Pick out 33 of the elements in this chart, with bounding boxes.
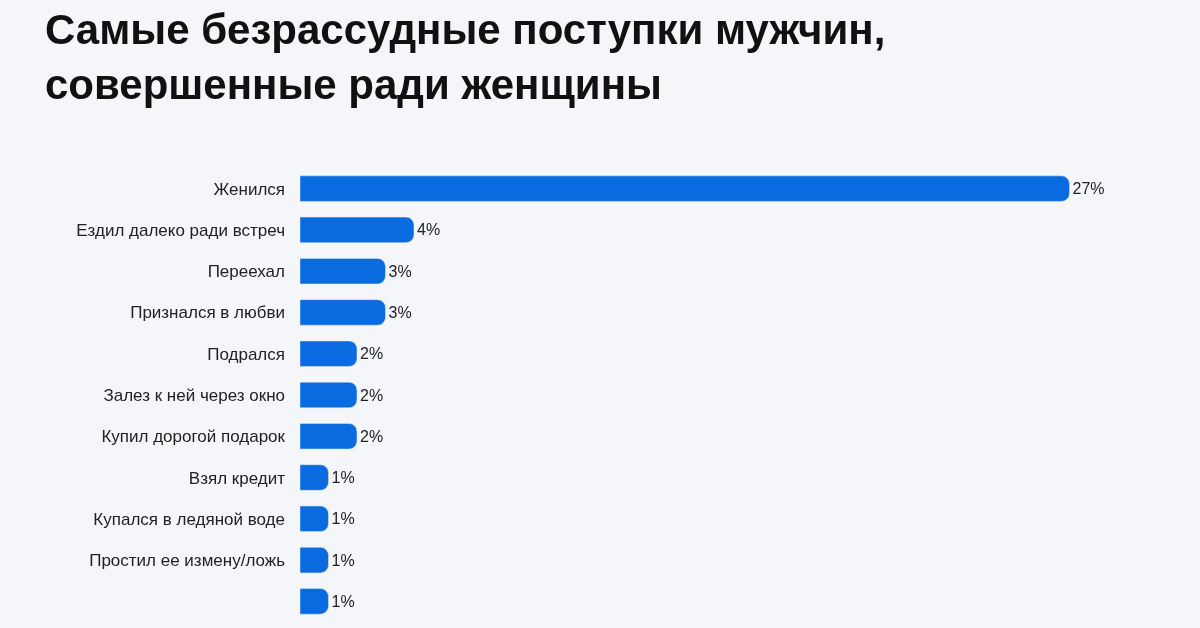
data-label: 1%: [331, 469, 355, 487]
y-tick-label: Женился: [213, 179, 285, 199]
y-tick-label: Взял кредит: [188, 468, 286, 488]
bar: [300, 464, 329, 491]
data-label: 1%: [331, 592, 355, 610]
bar: [300, 505, 329, 532]
y-tick-label: Купил дорогой подарок: [101, 427, 286, 447]
bar: [300, 299, 386, 326]
y-tick-label: Переехал: [207, 262, 285, 282]
bar: [300, 423, 358, 450]
data-label: 3%: [388, 262, 412, 280]
bar: [300, 340, 358, 367]
y-tick-label: Признался в любви: [130, 303, 285, 323]
data-label: 2%: [360, 427, 384, 445]
bar: [300, 216, 415, 243]
y-tick-label: Подрался: [207, 344, 285, 364]
data-label: 2%: [360, 386, 384, 404]
chart-title: Самые безрассудные поступки мужчин, совершенные ради женщины: [45, 5, 886, 108]
y-tick-label: Купался в ледяной воде: [93, 509, 285, 529]
y-tick-label: Простил ее измену/ложь: [89, 551, 286, 571]
bar: [300, 175, 1070, 202]
y-tick-label: Ездил далеко ради встреч: [76, 220, 285, 240]
bar: [300, 381, 358, 409]
data-label: 4%: [417, 221, 441, 239]
bar: [300, 547, 329, 574]
data-label: 1%: [331, 510, 355, 528]
y-tick-label: Залез к ней через окно: [103, 385, 285, 405]
data-label: 1%: [331, 551, 355, 569]
data-label: 3%: [388, 303, 412, 321]
data-label: 2%: [360, 345, 384, 363]
bar: [300, 258, 386, 285]
bar: [300, 588, 329, 615]
data-label: 27%: [1072, 180, 1105, 198]
